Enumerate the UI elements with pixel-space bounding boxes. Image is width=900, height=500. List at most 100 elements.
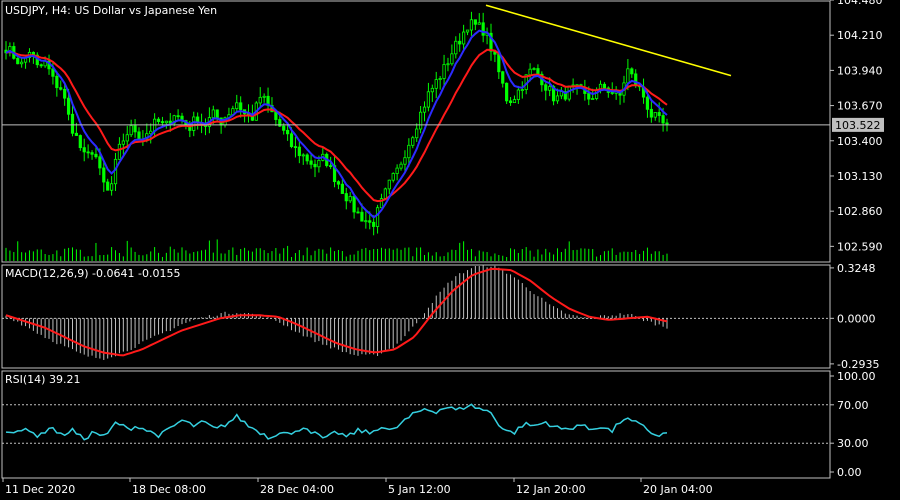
candle-body xyxy=(551,86,556,102)
candle-body xyxy=(215,109,219,119)
candle-body xyxy=(289,133,294,147)
candle-body xyxy=(125,134,129,142)
price-axis-label: 104.480 xyxy=(837,0,883,7)
candle-body xyxy=(473,19,477,25)
candle-body xyxy=(156,118,161,122)
candle-body xyxy=(344,193,348,202)
candle-body xyxy=(501,71,505,84)
candle-body xyxy=(278,119,282,127)
main-panel-frame xyxy=(1,0,831,263)
candle-body xyxy=(512,99,517,104)
trendline xyxy=(485,4,732,77)
candle-body xyxy=(438,78,442,81)
candle-body xyxy=(360,211,364,222)
candle-body xyxy=(497,53,501,73)
candle-body xyxy=(137,131,141,140)
candle-body xyxy=(368,220,372,223)
candle-body xyxy=(176,115,180,118)
candle-body xyxy=(82,147,86,153)
macd-axis-label: -0.2935 xyxy=(837,358,879,371)
price-axis-label: 103.670 xyxy=(837,100,883,113)
time-axis-label: 20 Jan 04:00 xyxy=(643,483,713,496)
candle-body xyxy=(286,129,290,135)
candle-body xyxy=(481,22,485,36)
candle-body xyxy=(329,165,333,167)
macd-title: MACD(12,26,9) -0.0641 -0.0155 xyxy=(5,267,181,280)
candle-body xyxy=(348,196,352,202)
candle-body xyxy=(379,198,384,209)
candle-body xyxy=(160,121,165,124)
rsi-axis-label: 0.00 xyxy=(837,466,862,479)
candle-body xyxy=(657,112,661,116)
candle-body xyxy=(51,68,55,77)
candle-body xyxy=(164,120,168,124)
rsi-panel-frame xyxy=(1,370,831,479)
time-axis-label: 12 Jan 20:00 xyxy=(516,483,586,496)
time-axis-label: 28 Dec 04:00 xyxy=(260,483,334,496)
rsi-axis-label: 70.00 xyxy=(837,399,869,412)
candle-body xyxy=(297,146,301,157)
candle-body xyxy=(458,40,462,45)
ma-slow-line xyxy=(5,48,668,203)
candle-body xyxy=(59,87,63,90)
time-axis-label: 11 Dec 2020 xyxy=(5,483,75,496)
candle-body xyxy=(168,120,172,124)
candle-body xyxy=(626,68,630,84)
candle-body xyxy=(532,68,536,70)
candle-body xyxy=(446,63,450,66)
candle-body xyxy=(239,102,243,111)
candle-body xyxy=(442,64,446,79)
price-axis-label: 104.210 xyxy=(837,29,883,42)
candle-body xyxy=(587,93,591,100)
candle-body xyxy=(399,163,403,169)
macd-panel-frame xyxy=(1,264,831,369)
candle-body xyxy=(313,163,317,168)
candle-body xyxy=(121,140,125,145)
candle-body xyxy=(39,64,43,67)
candle-body xyxy=(106,181,110,191)
candle-body xyxy=(309,160,313,165)
ma-fast-line xyxy=(5,29,668,219)
candle-body xyxy=(317,159,321,168)
candle-body xyxy=(477,22,481,25)
candle-body xyxy=(520,89,524,92)
candle-body xyxy=(55,75,59,89)
candle-body xyxy=(63,88,67,99)
candle-body xyxy=(70,113,75,134)
candle-body xyxy=(301,154,305,157)
candle-body xyxy=(133,125,137,133)
candle-body xyxy=(563,91,567,100)
candle-body xyxy=(665,122,669,125)
candle-body xyxy=(645,96,650,110)
candle-body xyxy=(462,31,466,45)
current-price-tag xyxy=(832,117,884,132)
candle-body xyxy=(16,57,20,65)
candle-body xyxy=(274,111,278,120)
price-axis-label: 103.400 xyxy=(837,135,883,148)
candle-body xyxy=(391,173,395,181)
candle-body xyxy=(489,32,493,52)
candle-body xyxy=(661,115,665,124)
candle-body xyxy=(387,179,391,190)
candle-body xyxy=(340,183,344,194)
rsi-axis-label: 30.00 xyxy=(837,437,869,450)
candle-body xyxy=(94,153,98,158)
price-axis-label: 102.590 xyxy=(837,240,883,253)
candle-body xyxy=(411,137,415,146)
candle-body xyxy=(305,154,309,162)
macd-axis-label: 0.0000 xyxy=(837,312,876,325)
time-axis-label: 18 Dec 08:00 xyxy=(132,483,206,496)
rsi-line xyxy=(5,403,668,441)
candle-body xyxy=(407,144,411,159)
candle-body xyxy=(102,167,106,183)
macd-signal-line xyxy=(5,267,668,357)
candle-body xyxy=(86,151,90,154)
candle-body xyxy=(375,207,380,227)
current-price-label: 103.522 xyxy=(835,119,881,132)
candle-body xyxy=(528,68,532,76)
candle-body xyxy=(422,106,427,113)
candle-body xyxy=(403,157,407,165)
candle-body xyxy=(293,146,298,148)
candle-body xyxy=(235,102,239,110)
